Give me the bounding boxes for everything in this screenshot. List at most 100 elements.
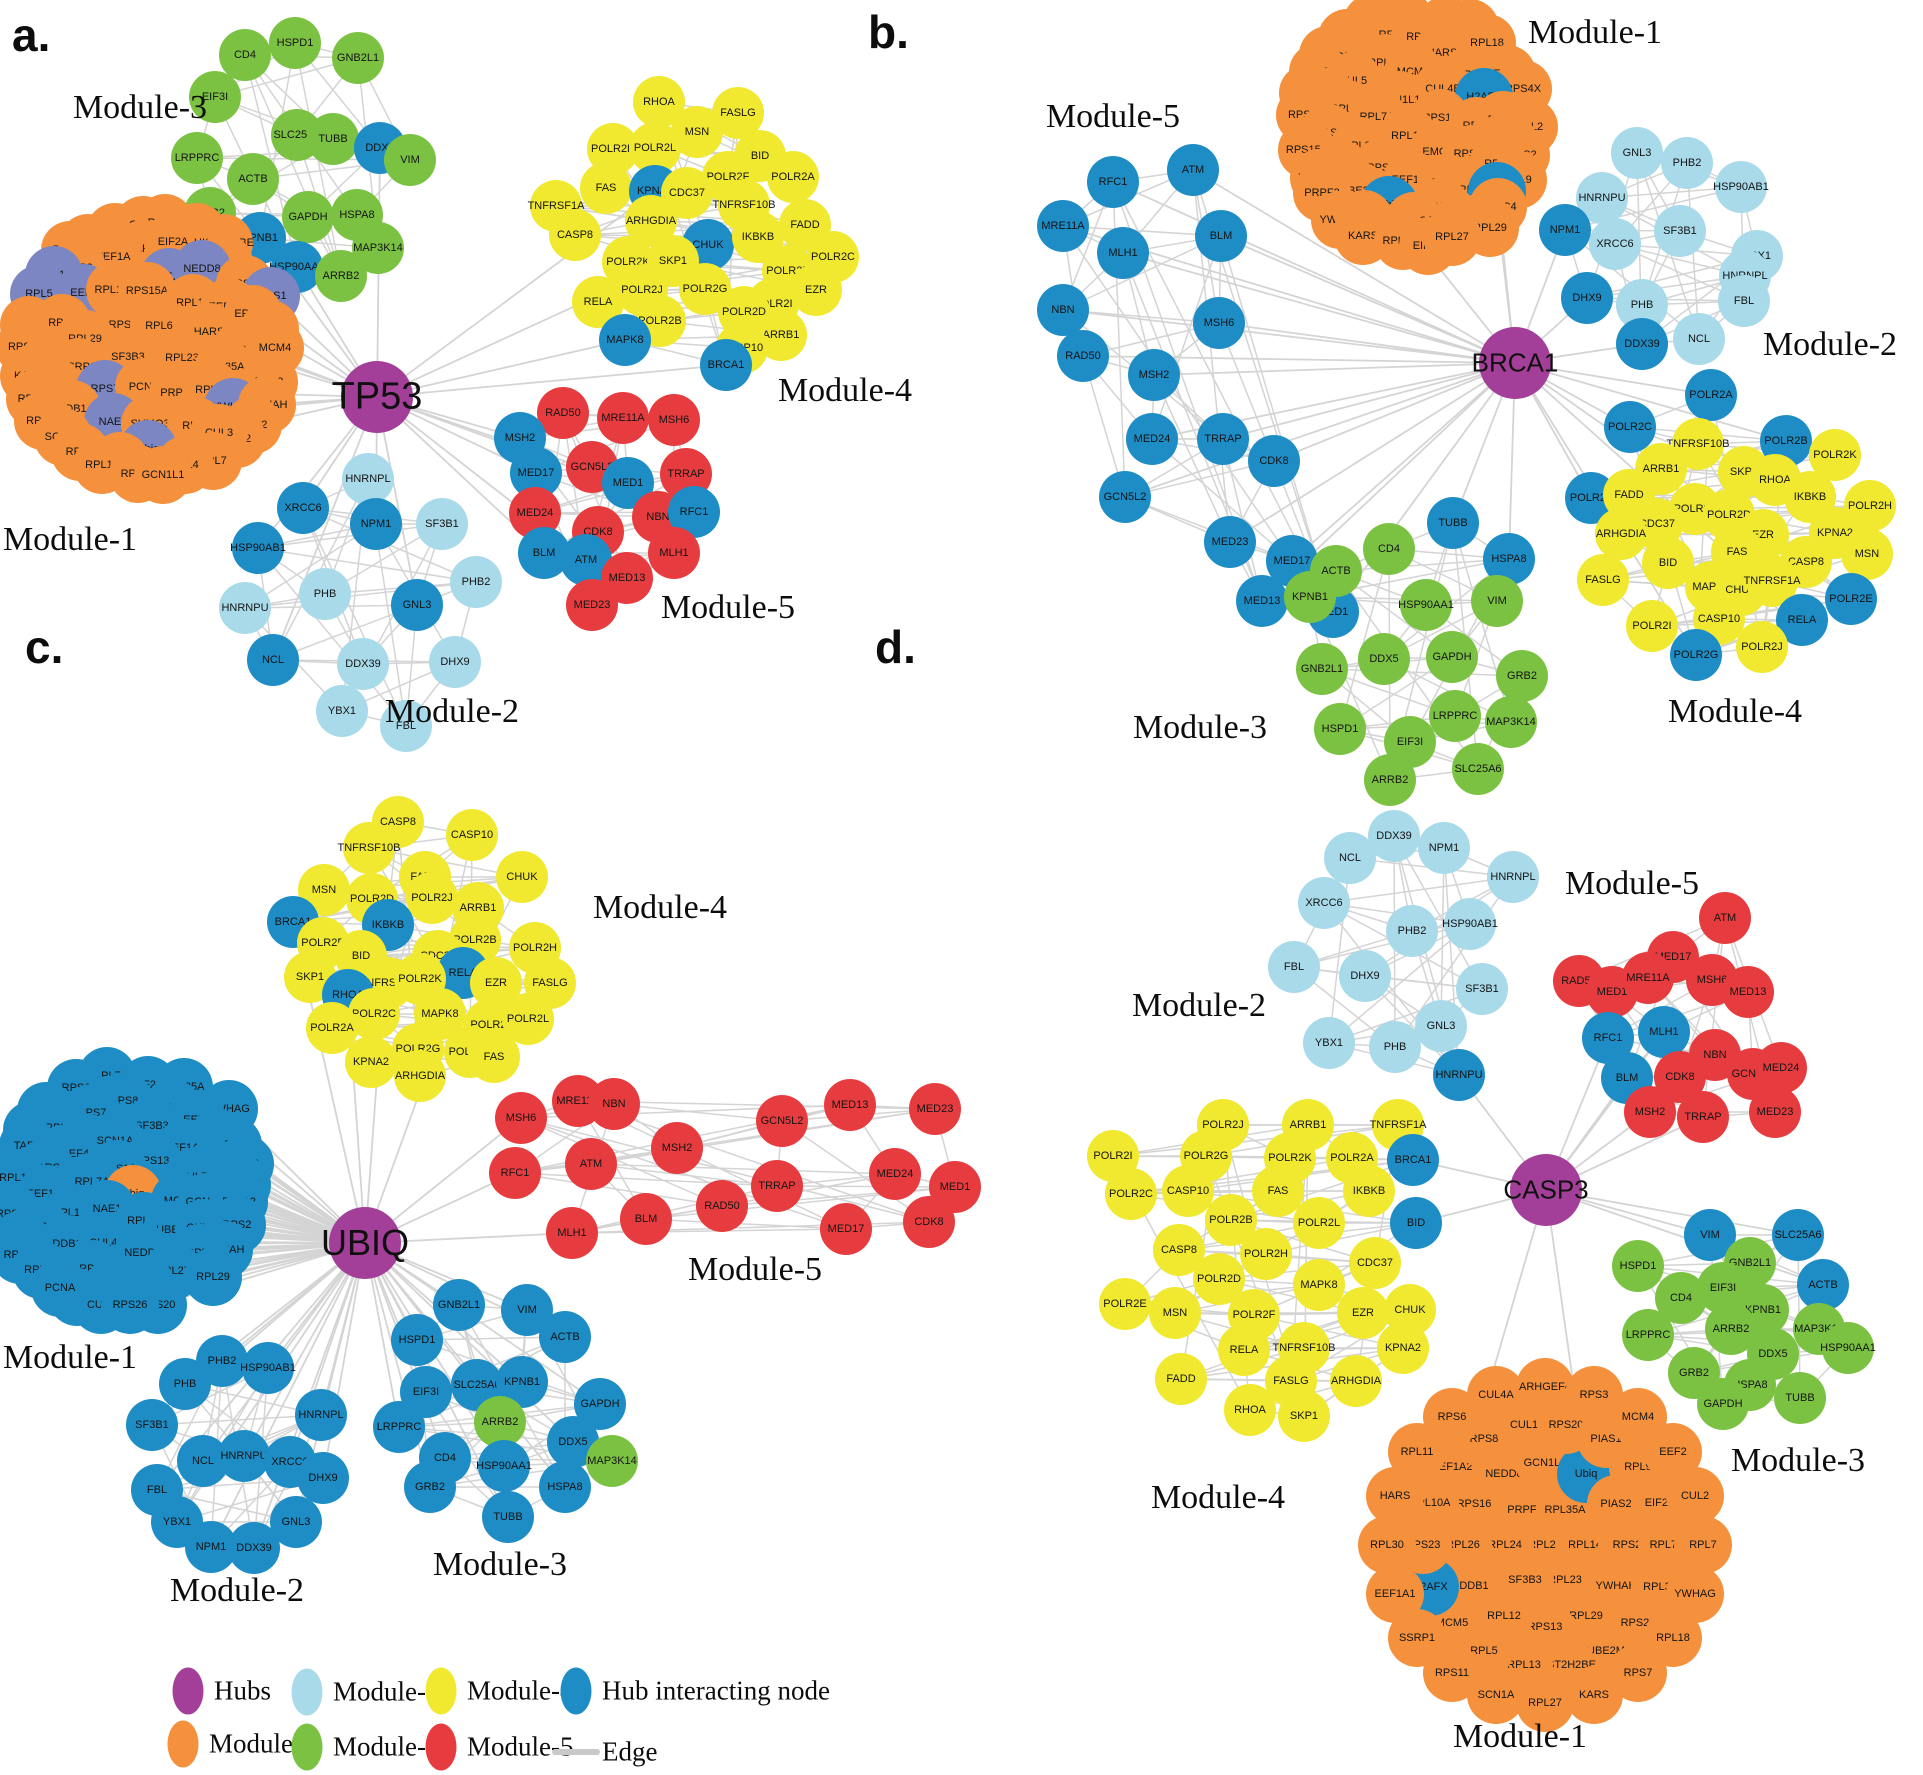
network-node[interactable]: RELA bbox=[1218, 1324, 1270, 1376]
network-node[interactable]: MAP3K14 bbox=[1485, 696, 1537, 748]
network-node[interactable]: SF3B1 bbox=[1654, 205, 1706, 257]
network-node[interactable]: POLR2L bbox=[629, 122, 681, 174]
hub-node[interactable] bbox=[1510, 1154, 1582, 1226]
network-node[interactable]: PHB2 bbox=[196, 1335, 248, 1387]
network-node[interactable]: RFC1 bbox=[489, 1147, 541, 1199]
network-node[interactable]: NCL bbox=[247, 634, 299, 686]
network-node[interactable]: NCL bbox=[1324, 832, 1376, 884]
network-node[interactable]: BLM bbox=[620, 1193, 672, 1245]
network-node[interactable]: MSN bbox=[671, 106, 723, 158]
network-node[interactable]: MAP3K14 bbox=[352, 222, 404, 274]
network-node[interactable]: POLR2A bbox=[767, 151, 819, 203]
network-node[interactable]: ACTB bbox=[227, 153, 279, 205]
network-node[interactable]: MRE11A bbox=[1037, 200, 1089, 252]
network-node[interactable]: DDX39 bbox=[228, 1522, 280, 1574]
network-node[interactable]: CUL2 bbox=[1666, 1467, 1724, 1525]
network-node[interactable]: CDC37 bbox=[1349, 1237, 1401, 1289]
network-node[interactable]: NBN bbox=[1037, 284, 1089, 336]
network-node[interactable]: GNL3 bbox=[1415, 1000, 1467, 1052]
hub-node[interactable] bbox=[329, 1207, 401, 1279]
network-node[interactable]: ARHGDIA bbox=[1595, 508, 1647, 560]
network-node[interactable]: RAD50 bbox=[537, 387, 589, 439]
network-node[interactable]: GAPDH bbox=[282, 191, 334, 243]
network-node[interactable]: FAS bbox=[468, 1031, 520, 1083]
network-node[interactable]: KPNA2 bbox=[1377, 1322, 1429, 1374]
network-node[interactable]: HSPD1 bbox=[1314, 703, 1366, 755]
network-node[interactable]: RAD50 bbox=[696, 1180, 748, 1232]
network-node[interactable]: POLR2E bbox=[1099, 1278, 1151, 1330]
network-node[interactable]: POLR2C bbox=[1604, 401, 1656, 453]
network-node[interactable]: IKBKB bbox=[1343, 1165, 1395, 1217]
network-node[interactable]: TRRAP bbox=[1197, 413, 1249, 465]
network-node[interactable]: LRPPRC bbox=[171, 132, 223, 184]
network-node[interactable]: PHB2 bbox=[450, 556, 502, 608]
network-node[interactable]: RHOA bbox=[1224, 1384, 1276, 1436]
network-node[interactable]: POLR2J bbox=[1736, 621, 1788, 673]
network-node[interactable]: POLR2A bbox=[1685, 369, 1737, 421]
network-node[interactable]: GNB2L1 bbox=[1296, 643, 1348, 695]
network-node[interactable]: RPL30 bbox=[1358, 1516, 1416, 1574]
network-node[interactable]: KARS bbox=[1565, 1666, 1623, 1724]
network-node[interactable]: DDX39 bbox=[1368, 810, 1420, 862]
network-node[interactable]: TNFRSF10B bbox=[338, 822, 400, 874]
network-node[interactable]: XRCC6 bbox=[1589, 218, 1641, 270]
network-node[interactable]: ARHGDIA bbox=[394, 1050, 446, 1102]
network-node[interactable]: SF3B1 bbox=[126, 1399, 178, 1451]
network-node[interactable]: GAPDH bbox=[1426, 631, 1478, 683]
network-node[interactable]: NPM1 bbox=[1418, 822, 1470, 874]
network-node[interactable]: HNRNPL bbox=[342, 453, 394, 505]
network-node[interactable]: YBX1 bbox=[1303, 1017, 1355, 1069]
network-node[interactable]: GCN5L2 bbox=[1099, 471, 1151, 523]
network-node[interactable]: HSP90AB1 bbox=[1713, 161, 1769, 213]
network-node[interactable]: EZR bbox=[1337, 1287, 1389, 1339]
network-node[interactable]: PHB bbox=[1369, 1021, 1421, 1073]
network-node[interactable]: CASP10 bbox=[446, 809, 498, 861]
network-node[interactable]: ARRB2 bbox=[1364, 754, 1416, 806]
network-node[interactable]: RHOA bbox=[633, 76, 685, 128]
network-node[interactable]: DDX39 bbox=[1616, 318, 1668, 370]
network-node[interactable]: GRB2 bbox=[404, 1461, 456, 1513]
network-node[interactable]: RAD50 bbox=[1057, 330, 1109, 382]
network-node[interactable]: LRPPRC bbox=[1622, 1309, 1674, 1361]
network-node[interactable]: TUBB bbox=[1774, 1372, 1826, 1424]
network-node[interactable]: HSP90AA1 bbox=[1820, 1322, 1876, 1374]
network-node[interactable]: ARHGEF4 bbox=[1516, 1358, 1574, 1416]
network-node[interactable]: TUBB bbox=[482, 1491, 534, 1543]
network-node[interactable]: LRPPRC bbox=[1429, 690, 1481, 742]
network-node[interactable]: MAPK8 bbox=[1293, 1259, 1345, 1311]
network-node[interactable]: POLR2I bbox=[1626, 600, 1678, 652]
network-node[interactable]: MED13 bbox=[1722, 966, 1774, 1018]
network-node[interactable]: MAP3K14 bbox=[586, 1435, 638, 1487]
network-node[interactable]: RPL29 bbox=[184, 1248, 242, 1306]
network-node[interactable]: MED13 bbox=[1236, 575, 1288, 627]
network-node[interactable]: RPS7 bbox=[1609, 1644, 1667, 1702]
network-node[interactable]: MED23 bbox=[1204, 516, 1256, 568]
network-node[interactable]: FASLG bbox=[1577, 554, 1629, 606]
network-node[interactable]: CHUK bbox=[496, 851, 548, 903]
network-node[interactable]: SF3B1 bbox=[416, 498, 468, 550]
network-node[interactable]: MAPK8 bbox=[599, 314, 651, 366]
network-node[interactable]: BRCA1 bbox=[700, 339, 752, 391]
network-node[interactable]: POLR2L bbox=[1293, 1197, 1345, 1249]
network-node[interactable]: HSP90AA1 bbox=[476, 1440, 532, 1492]
network-node[interactable]: HSP90AA1 bbox=[1398, 579, 1454, 631]
network-node[interactable]: POLR2K bbox=[1809, 429, 1861, 481]
network-node[interactable]: DDX39 bbox=[337, 638, 389, 690]
network-node[interactable]: ATM bbox=[1167, 144, 1219, 196]
network-node[interactable]: YBX1 bbox=[316, 685, 368, 737]
network-node[interactable]: FADD bbox=[1155, 1353, 1207, 1405]
network-node[interactable]: MRE11A bbox=[597, 392, 649, 444]
network-node[interactable]: GNL3 bbox=[1611, 127, 1663, 179]
network-node[interactable]: SLC25A6 bbox=[1452, 743, 1504, 795]
network-node[interactable]: MSH2 bbox=[1128, 349, 1180, 401]
network-node[interactable]: MLH1 bbox=[648, 527, 700, 579]
network-node[interactable]: ATM bbox=[565, 1138, 617, 1190]
network-node[interactable]: BID bbox=[1390, 1197, 1442, 1249]
network-node[interactable]: POLR2J bbox=[406, 872, 458, 924]
network-node[interactable]: XRCC6 bbox=[1298, 877, 1350, 929]
network-node[interactable]: MED17 bbox=[820, 1203, 872, 1255]
network-node[interactable]: KPNA2 bbox=[345, 1036, 397, 1088]
network-node[interactable]: NPM1 bbox=[350, 498, 402, 550]
network-node[interactable]: RPL27 bbox=[1516, 1674, 1574, 1732]
network-node[interactable]: CASP8 bbox=[549, 209, 601, 261]
